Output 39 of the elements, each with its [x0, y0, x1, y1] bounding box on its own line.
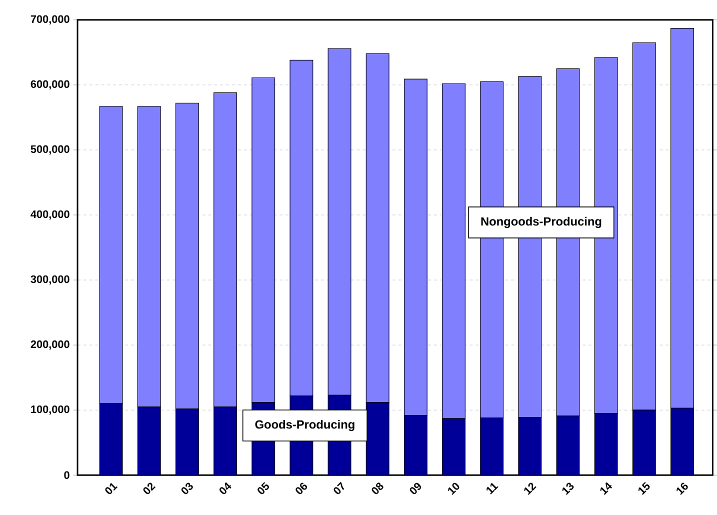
y-tick-label: 500,000 [30, 145, 70, 155]
x-tick-label: 14 [600, 482, 612, 495]
bar [138, 406, 161, 476]
y-tick-label: 400,000 [30, 210, 70, 220]
y-tick-label: 300,000 [30, 275, 70, 285]
bar [442, 418, 466, 476]
bar [556, 416, 580, 476]
bar [670, 408, 694, 476]
bar [632, 410, 656, 476]
y-tick-label: 200,000 [30, 340, 70, 350]
x-tick-label: 03 [181, 482, 193, 494]
x-tick-label: 06 [296, 482, 308, 494]
x-tick-label: 11 [486, 482, 498, 494]
x-tick-label: 15 [638, 482, 650, 495]
series-label: Goods-Producing [255, 420, 354, 432]
x-tick-label: 02 [143, 482, 156, 494]
x-tick-label: 16 [676, 482, 688, 495]
y-tick-label: 0 [64, 471, 70, 480]
bar [518, 417, 542, 476]
x-tick-label: 01 [105, 483, 118, 494]
x-tick-label: 10 [448, 482, 460, 495]
x-tick-label: 04 [219, 482, 232, 494]
y-tick-label: 700,000 [30, 15, 70, 25]
x-tick-label: 05 [258, 482, 269, 494]
y-tick-label: 600,000 [30, 80, 70, 90]
x-tick-label: 08 [372, 482, 384, 494]
bar [366, 402, 390, 476]
bar [100, 404, 122, 476]
bar [176, 408, 199, 476]
x-tick-label: 07 [334, 482, 344, 494]
x-tick-label: 09 [410, 482, 422, 494]
bar [480, 418, 504, 476]
bar [594, 413, 618, 476]
x-tick-label: 13 [562, 482, 574, 495]
x-tick-label: 12 [524, 482, 536, 495]
series-label: Nongoods-Producing [481, 216, 602, 228]
bar [214, 406, 237, 476]
y-tick-label: 100,000 [31, 406, 70, 415]
bar [404, 415, 428, 476]
